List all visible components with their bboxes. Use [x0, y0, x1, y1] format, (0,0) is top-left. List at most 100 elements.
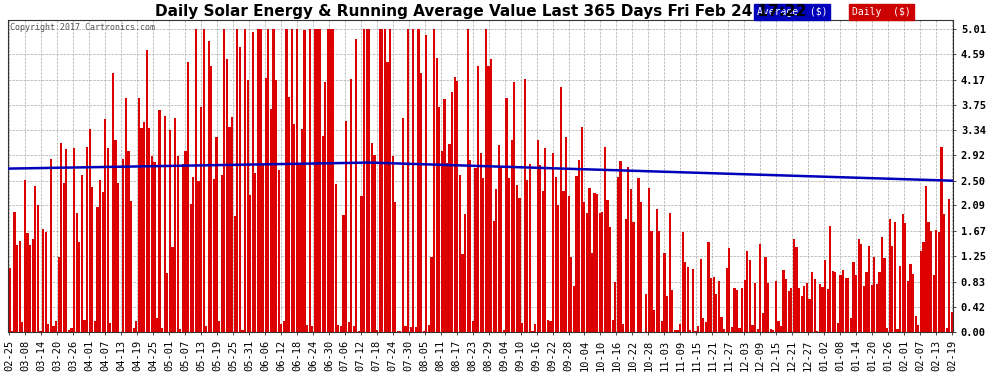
Bar: [436, 58, 438, 332]
Bar: [620, 160, 622, 332]
Bar: [827, 290, 829, 332]
Bar: [322, 136, 324, 332]
Bar: [513, 82, 516, 332]
Bar: [14, 211, 16, 332]
Bar: [748, 260, 751, 332]
Bar: [169, 130, 171, 332]
Bar: [700, 258, 702, 332]
Bar: [801, 297, 803, 332]
Bar: [410, 327, 412, 332]
Bar: [920, 251, 922, 332]
Bar: [630, 189, 632, 332]
Title: Daily Solar Energy & Running Average Value Last 365 Days Fri Feb 24 17:22: Daily Solar Energy & Running Average Val…: [154, 4, 807, 19]
Bar: [458, 175, 461, 332]
Bar: [8, 268, 11, 332]
Bar: [647, 188, 650, 332]
Bar: [599, 213, 601, 332]
Bar: [519, 198, 521, 332]
Bar: [485, 29, 487, 332]
Bar: [829, 225, 832, 332]
Bar: [143, 122, 146, 332]
Bar: [288, 97, 290, 332]
Bar: [187, 62, 189, 332]
Bar: [461, 254, 463, 332]
Bar: [689, 330, 691, 332]
Bar: [192, 177, 194, 332]
Bar: [948, 199, 950, 332]
Bar: [819, 284, 821, 332]
Bar: [849, 318, 852, 332]
Bar: [653, 310, 655, 332]
Bar: [824, 260, 826, 332]
Bar: [203, 29, 205, 332]
Bar: [324, 82, 327, 332]
Bar: [607, 200, 609, 332]
Bar: [601, 212, 604, 332]
Bar: [902, 214, 904, 332]
Bar: [933, 275, 935, 332]
Bar: [338, 325, 340, 332]
Bar: [428, 325, 430, 332]
Bar: [847, 278, 849, 332]
Bar: [70, 328, 72, 332]
Bar: [68, 330, 70, 332]
Bar: [658, 231, 660, 332]
Bar: [386, 62, 388, 332]
Bar: [583, 202, 585, 332]
Bar: [516, 185, 518, 332]
Bar: [764, 258, 766, 332]
Bar: [448, 144, 450, 332]
Bar: [125, 98, 127, 332]
Bar: [612, 320, 614, 332]
Bar: [490, 59, 492, 332]
Bar: [663, 253, 665, 332]
Bar: [668, 213, 671, 332]
Bar: [591, 253, 593, 332]
Bar: [332, 29, 335, 332]
Bar: [710, 279, 712, 332]
Bar: [352, 326, 354, 332]
Bar: [439, 107, 441, 332]
Bar: [343, 215, 345, 332]
Bar: [676, 330, 678, 332]
Bar: [254, 172, 256, 332]
Bar: [360, 196, 362, 332]
Bar: [195, 29, 197, 332]
Bar: [197, 181, 200, 332]
Bar: [549, 321, 551, 332]
Bar: [319, 29, 321, 332]
Bar: [453, 77, 455, 332]
Bar: [433, 29, 436, 332]
Bar: [94, 321, 96, 332]
Bar: [259, 29, 261, 332]
Bar: [889, 219, 891, 332]
Bar: [234, 216, 236, 332]
Bar: [306, 324, 308, 332]
Bar: [86, 147, 88, 332]
Bar: [37, 205, 39, 332]
Bar: [466, 29, 469, 332]
Bar: [570, 258, 572, 332]
Bar: [580, 127, 583, 332]
Bar: [557, 205, 559, 332]
Bar: [508, 178, 510, 332]
Bar: [242, 330, 244, 332]
Bar: [777, 321, 779, 332]
Text: Copyright 2017 Cartronics.com: Copyright 2017 Cartronics.com: [10, 24, 155, 33]
Bar: [283, 321, 285, 332]
Bar: [562, 191, 564, 332]
Bar: [304, 30, 306, 332]
Bar: [394, 201, 396, 332]
Bar: [526, 180, 529, 332]
Bar: [376, 330, 378, 332]
Bar: [736, 290, 739, 332]
Bar: [876, 284, 878, 332]
Bar: [277, 170, 280, 332]
Bar: [21, 322, 24, 332]
Bar: [835, 272, 837, 332]
Bar: [575, 176, 577, 332]
Bar: [141, 128, 143, 332]
Bar: [806, 283, 808, 332]
Bar: [112, 73, 114, 332]
Bar: [280, 324, 282, 332]
